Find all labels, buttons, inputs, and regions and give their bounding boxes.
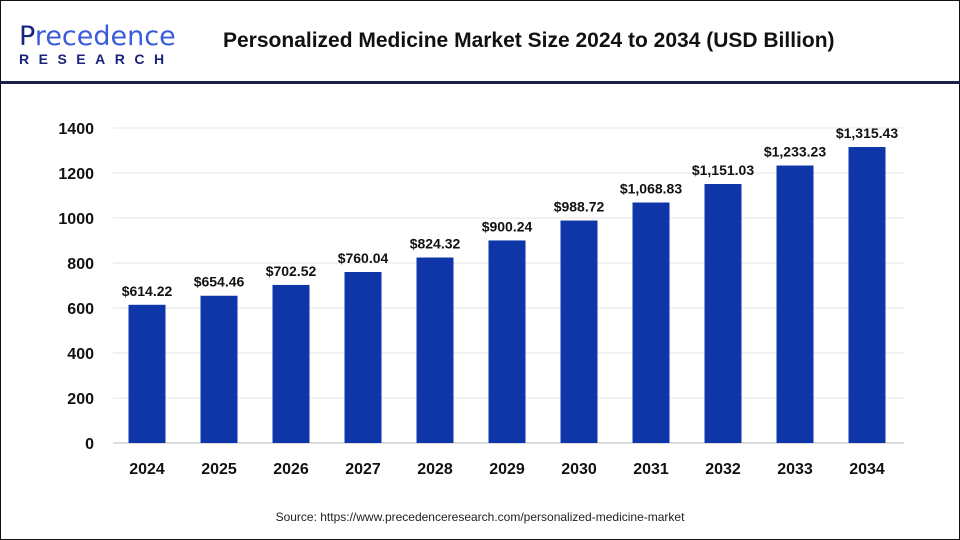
bar [416,257,454,443]
bar [272,284,310,443]
data-label: $654.46 [194,274,245,290]
bar [344,271,382,443]
y-tick-label: 600 [67,301,94,318]
y-tick-label: 1000 [58,211,94,228]
x-tick-label: 2029 [489,461,525,478]
data-label: $1,315.43 [836,125,898,141]
logo: Precedence RESEARCH [19,21,176,68]
y-tick-label: 400 [67,346,94,363]
data-label: $900.24 [482,218,533,234]
logo-subtext: RESEARCH [19,51,174,67]
bar [632,202,670,443]
x-tick-label: 2034 [849,461,885,478]
y-tick-label: 0 [85,436,94,453]
bar [848,147,886,443]
bar [200,295,238,443]
data-label: $1,233.23 [764,144,826,160]
data-label: $760.04 [338,250,389,266]
data-label: $614.22 [122,283,173,299]
data-label: $702.52 [266,263,317,279]
x-tick-label: 2031 [633,461,669,478]
source-text: Source: https://www.precedenceresearch.c… [275,510,685,524]
bar [776,165,814,443]
x-tick-label: 2028 [417,461,453,478]
bar [704,184,742,443]
x-tick-label: 2032 [705,461,741,478]
x-tick-label: 2025 [201,461,237,478]
data-label: $824.32 [410,236,461,252]
x-tick-label: 2026 [273,461,309,478]
data-label: $1,151.03 [692,162,754,178]
chart-title: Personalized Medicine Market Size 2024 t… [223,29,835,52]
data-label: $988.72 [554,199,605,215]
x-tick-label: 2030 [561,461,597,478]
y-tick-label: 800 [67,256,94,273]
bar [128,304,166,443]
logo-text: Precedence [19,21,176,52]
y-tick-label: 200 [67,391,94,408]
data-label: $1,068.83 [620,181,682,197]
header: Precedence RESEARCH Personalized Medicin… [1,1,959,84]
bar [560,220,598,443]
x-tick-label: 2027 [345,461,381,478]
x-tick-label: 2024 [129,461,165,478]
y-tick-label: 1200 [58,166,94,183]
bar [488,240,526,443]
x-tick-label: 2033 [777,461,813,478]
y-tick-label: 1400 [58,121,94,138]
